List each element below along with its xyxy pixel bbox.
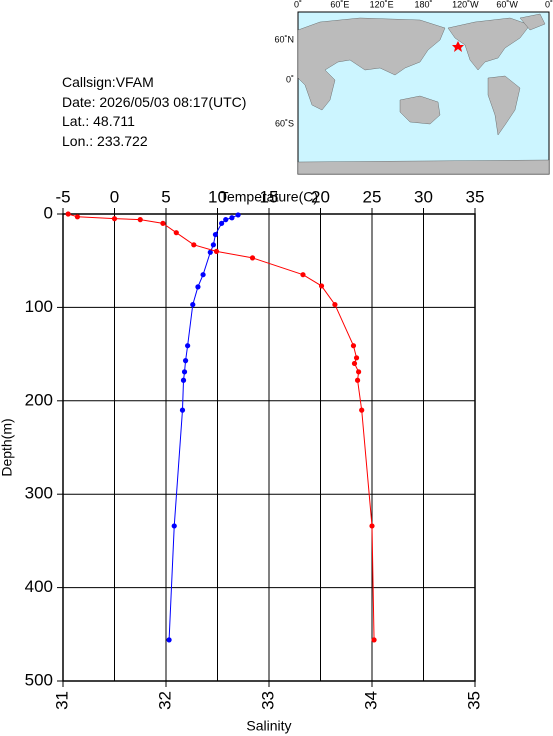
profile-point — [181, 369, 188, 375]
y-tick-label: 500 — [25, 670, 53, 689]
station-marker — [452, 41, 464, 52]
plot-frame — [62, 213, 476, 682]
profile-point — [371, 637, 377, 643]
profile-point — [249, 255, 256, 261]
profile-point — [191, 242, 197, 248]
map-lat-label: 60˚S — [275, 118, 294, 128]
profile-point — [185, 343, 191, 349]
y-tick-label: 400 — [25, 577, 53, 596]
profile-point — [166, 637, 172, 643]
profile-point — [318, 283, 325, 289]
profile-point — [300, 272, 306, 278]
profile-point — [74, 214, 81, 220]
x-bottom-axis-label: Salinity — [246, 718, 291, 734]
profile-point — [350, 343, 357, 349]
latitude: Lat.: 48.711 — [62, 113, 135, 129]
x-top-axis-label: Temperature(C) — [220, 189, 318, 205]
map-lon-label: 180˚ — [414, 0, 432, 9]
top-tick-label: 15 — [260, 187, 279, 206]
profile-point — [223, 217, 229, 223]
map-lat-label: 0˚ — [286, 74, 294, 84]
map-lon-label: 120˚W — [452, 0, 479, 9]
bottom-tick-label: 32 — [155, 691, 174, 710]
y-axis-label: Depth(m) — [0, 418, 15, 476]
profile-point — [356, 369, 362, 375]
map-lon-label: 60˚E — [330, 0, 349, 9]
profile-point — [190, 301, 196, 308]
profile-point — [235, 212, 241, 218]
profile-point — [195, 284, 201, 290]
profile-point — [207, 249, 213, 255]
profile-point — [212, 231, 219, 238]
top-tick-label: 35 — [466, 187, 485, 206]
top-tick-label: -5 — [55, 187, 70, 206]
top-tick-label: 10 — [208, 187, 227, 206]
profile-point — [229, 215, 235, 221]
map: 0˚ 60˚E 120˚E 180˚ 120˚W 60˚W 0˚ 60˚N 0˚ 60˚S — [274, 0, 553, 175]
bottom-tick-label: 33 — [258, 691, 277, 710]
map-lon-label: 60˚W — [496, 0, 518, 9]
profile-point — [111, 216, 118, 222]
profile-point — [213, 248, 220, 254]
y-tick-label: 200 — [25, 390, 53, 409]
y-tick-label: 300 — [25, 484, 53, 503]
y-tick-label: 100 — [25, 297, 53, 316]
bottom-tick-label: 34 — [361, 691, 380, 710]
profile-point — [171, 523, 177, 529]
map-lat-label: 60˚N — [274, 34, 294, 44]
profile-point — [353, 355, 360, 361]
top-tick-label: 20 — [311, 187, 330, 206]
profile-point — [180, 377, 187, 383]
profile-line — [168, 214, 239, 640]
profile-point — [65, 211, 71, 217]
longitude: Lon.: 233.722 — [62, 133, 148, 149]
profile-point — [179, 407, 186, 413]
date: Date: 2026/05/03 08:17(UTC) — [62, 94, 246, 110]
top-tick-label: 0 — [110, 187, 119, 206]
top-tick-label: 30 — [414, 187, 433, 206]
profile-point — [219, 220, 225, 226]
profile-point — [160, 220, 166, 226]
top-tick-label: 5 — [161, 187, 170, 206]
profile-point — [351, 360, 358, 367]
map-land — [297, 13, 550, 175]
callsign: Callsign:VFAM — [62, 74, 154, 90]
profile-point — [182, 358, 189, 364]
bottom-tick-label: 31 — [52, 691, 71, 710]
profile-point — [332, 301, 338, 308]
profile-point — [354, 377, 361, 383]
profile-point — [137, 217, 143, 223]
y-tick-label: 0 — [44, 203, 53, 222]
top-tick-label: 25 — [363, 187, 382, 206]
profile-point — [369, 523, 375, 529]
profile-point — [210, 242, 216, 248]
profile-point — [200, 272, 206, 278]
map-lon-label: 0˚ — [545, 0, 553, 9]
bottom-tick-label: 35 — [464, 691, 483, 710]
profile-point — [359, 407, 365, 413]
profile-point — [173, 230, 179, 236]
map-lon-label: 120˚E — [370, 0, 394, 9]
map-lon-label: 0˚ — [294, 0, 302, 9]
